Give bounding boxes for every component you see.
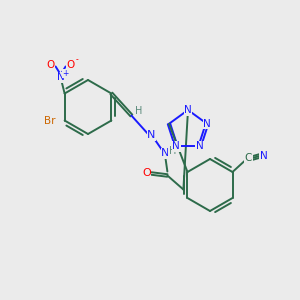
Text: N: N (172, 141, 180, 151)
Text: H: H (169, 146, 176, 157)
Text: N: N (184, 105, 192, 115)
Text: N: N (196, 141, 204, 151)
Text: N: N (147, 130, 156, 140)
Text: O: O (46, 59, 55, 70)
Text: N: N (57, 73, 64, 82)
Text: N: N (161, 148, 170, 158)
Text: Br: Br (44, 116, 56, 125)
Text: N: N (260, 151, 267, 161)
Text: N: N (203, 119, 211, 129)
Text: -: - (75, 55, 78, 64)
Text: +: + (62, 69, 69, 78)
Text: O: O (67, 59, 75, 70)
Text: C: C (245, 153, 252, 163)
Text: H: H (135, 106, 142, 116)
Text: O: O (142, 169, 151, 178)
